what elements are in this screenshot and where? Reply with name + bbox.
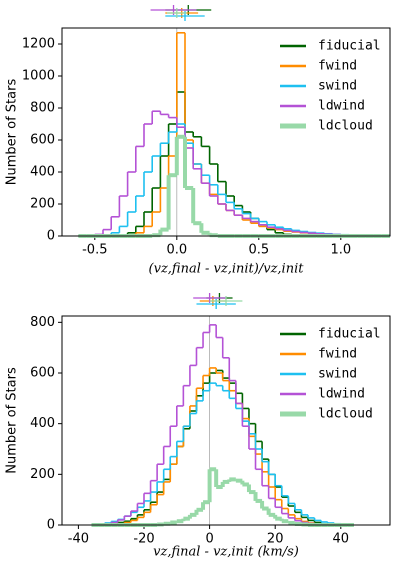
y-tick-label: 400 <box>30 416 55 431</box>
legend-label: ldcloud <box>318 407 373 422</box>
panel: 0 200 400 600 800 1000 1200 -0.5 0.0 0.5 1.0 fiduci… <box>5 5 391 277</box>
y-tick-label: 800 <box>30 101 55 116</box>
x-tick-label: -40 <box>68 532 89 547</box>
y-tick-label: 800 <box>30 315 55 330</box>
x-axis-label: vz,final - vz,init (km/s) <box>153 545 299 560</box>
legend-label: fiducial <box>318 327 381 342</box>
y-tick-label: 200 <box>30 467 55 482</box>
plot-frame <box>61 27 391 237</box>
legend-label: swind <box>318 79 357 94</box>
x-tick-label: 40 <box>333 532 350 547</box>
y-tick-label: 200 <box>30 197 55 212</box>
y-tick-label: 0 <box>47 229 55 244</box>
y-tick-label: 600 <box>30 133 55 148</box>
x-tick-label: 20 <box>267 532 284 547</box>
legend-label: fwind <box>318 59 357 74</box>
y-tick-label: 400 <box>30 165 55 180</box>
x-tick-label: 0.5 <box>248 243 269 258</box>
legend-label: ldwind <box>318 99 365 114</box>
x-axis-label: (vz,final - vz,init)/vz,init <box>149 262 305 277</box>
x-tick-label: 0.0 <box>166 243 187 258</box>
legend-label: swind <box>318 367 357 382</box>
y-axis-label: Number of Stars <box>5 79 20 186</box>
x-tick-label: -20 <box>133 532 154 547</box>
x-tick-label: 0 <box>205 532 213 547</box>
panel: 0 200 400 600 800 -40 -20 0 20 40 fiducial fwind swi… <box>5 293 391 560</box>
y-tick-label: 0 <box>47 518 55 533</box>
y-tick-label: 1200 <box>22 37 55 52</box>
x-tick-label: -0.5 <box>82 243 107 258</box>
y-tick-label: 1000 <box>22 69 55 84</box>
y-tick-label: 600 <box>30 366 55 381</box>
legend-label: fiducial <box>318 39 381 54</box>
legend-label: ldcloud <box>318 119 373 134</box>
legend-label: fwind <box>318 347 357 362</box>
x-tick-label: 1.0 <box>330 243 351 258</box>
plot-frame <box>61 315 391 526</box>
legend-label: ldwind <box>318 387 365 402</box>
plot-area <box>90 324 355 527</box>
y-axis-label: Number of Stars <box>5 367 20 474</box>
